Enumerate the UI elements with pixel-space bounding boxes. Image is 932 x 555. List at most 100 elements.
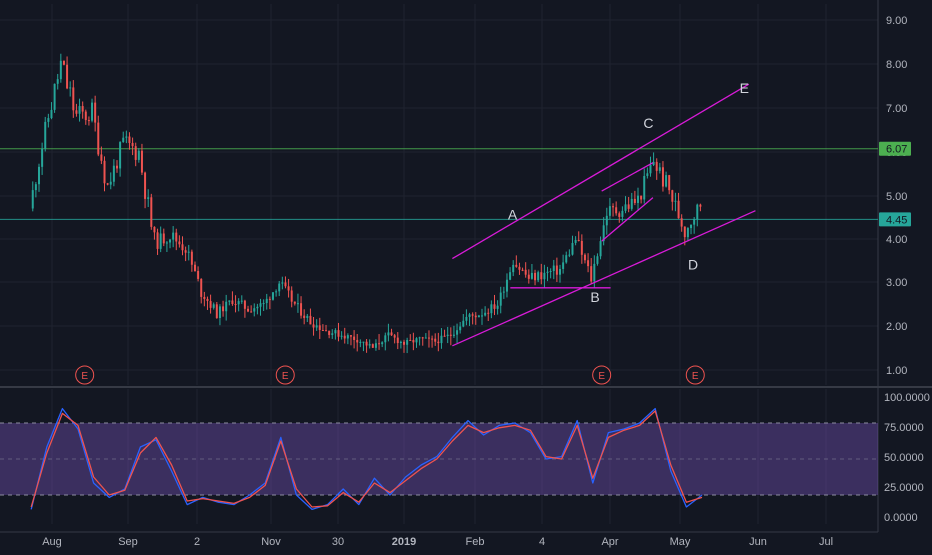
candle-body bbox=[636, 195, 639, 203]
candle-body bbox=[587, 260, 590, 267]
candle-body bbox=[128, 136, 131, 143]
candle-body bbox=[368, 344, 371, 346]
candle-body bbox=[396, 337, 399, 344]
wave-label-c: C bbox=[643, 115, 653, 131]
candle-body bbox=[359, 341, 362, 343]
candle-body bbox=[300, 303, 303, 316]
candle-body bbox=[37, 166, 40, 185]
price-tick-label: 9.00 bbox=[886, 15, 907, 27]
candle-body bbox=[203, 296, 206, 299]
earnings-marker bbox=[685, 365, 705, 385]
candle-body bbox=[278, 283, 281, 292]
candle-body bbox=[440, 335, 443, 344]
candle-body bbox=[661, 167, 664, 187]
candle-body bbox=[343, 335, 346, 339]
candle-body bbox=[652, 161, 655, 165]
candle-body bbox=[378, 343, 381, 345]
candle-body bbox=[421, 337, 424, 339]
candle-body bbox=[403, 341, 406, 345]
candle-body bbox=[256, 306, 259, 309]
earnings-marker-label: E bbox=[692, 371, 699, 382]
candle-body bbox=[583, 254, 586, 261]
candle-body bbox=[290, 290, 293, 302]
earnings-marker bbox=[275, 365, 295, 385]
candle-body bbox=[103, 160, 106, 184]
oscillator-tick-label: 0.0000 bbox=[884, 512, 918, 524]
candle-body bbox=[593, 263, 596, 282]
candle-body bbox=[197, 271, 200, 279]
candle-body bbox=[144, 172, 147, 199]
candle-body bbox=[596, 256, 599, 264]
candle-body bbox=[618, 213, 621, 217]
price-tick-label: 7.00 bbox=[886, 103, 907, 115]
candle-body bbox=[459, 326, 462, 331]
candle-body bbox=[615, 207, 618, 214]
candle-body bbox=[159, 233, 162, 249]
candle-body bbox=[477, 315, 480, 318]
earnings-marker-label: E bbox=[81, 371, 88, 382]
candle-body bbox=[315, 325, 318, 328]
candle-body bbox=[415, 338, 418, 343]
price-tick-label: 1.00 bbox=[886, 365, 907, 377]
candle-body bbox=[153, 226, 156, 233]
price-level-tag-label: 4.45 bbox=[886, 214, 907, 226]
candle-body bbox=[590, 266, 593, 282]
candle-body bbox=[243, 300, 246, 309]
candle-body bbox=[424, 337, 427, 339]
candle-body bbox=[31, 190, 34, 209]
candle-body bbox=[668, 175, 671, 191]
candle-body bbox=[365, 341, 368, 346]
candle-body bbox=[487, 312, 490, 314]
oscillator-line-red bbox=[30, 410, 703, 508]
candle-body bbox=[81, 106, 84, 112]
candle-body bbox=[259, 303, 262, 307]
time-tick-label: 4 bbox=[539, 536, 545, 548]
candle-body bbox=[69, 87, 72, 89]
candle-body bbox=[87, 120, 90, 122]
candle-body bbox=[200, 278, 203, 297]
candle-body bbox=[630, 198, 633, 209]
candle-body bbox=[524, 269, 527, 275]
wave-label-d: D bbox=[688, 257, 698, 273]
time-tick-label: 2019 bbox=[392, 536, 416, 548]
candle-body bbox=[671, 190, 674, 202]
candle-body bbox=[468, 314, 471, 317]
candle-body bbox=[331, 333, 334, 335]
candle-body bbox=[165, 242, 168, 244]
candle-body bbox=[34, 184, 37, 191]
candle-body bbox=[356, 339, 359, 343]
candle-body bbox=[462, 320, 465, 327]
price-level-tag-label: 6.07 bbox=[886, 144, 907, 156]
price-tick-label: 5.00 bbox=[886, 191, 907, 203]
candle-body bbox=[555, 265, 558, 275]
candle-body bbox=[281, 282, 284, 284]
candle-body bbox=[178, 241, 181, 245]
candle-body bbox=[362, 341, 365, 343]
trendline bbox=[452, 210, 756, 347]
time-tick-label: Aug bbox=[42, 536, 62, 548]
candle-body bbox=[84, 111, 87, 121]
candle-body bbox=[206, 298, 209, 302]
candle-body bbox=[72, 87, 75, 111]
candle-body bbox=[427, 337, 430, 339]
candle-body bbox=[47, 118, 50, 122]
candle-body bbox=[621, 210, 624, 217]
earnings-marker bbox=[75, 365, 95, 385]
candle-body bbox=[474, 315, 477, 318]
candle-body bbox=[658, 167, 661, 171]
candle-body bbox=[552, 265, 555, 272]
oscillator-line-blue bbox=[30, 407, 703, 511]
candle-body bbox=[181, 244, 184, 251]
candle-body bbox=[412, 340, 415, 343]
candle-body bbox=[53, 83, 56, 110]
candle-body bbox=[665, 175, 668, 187]
candle-body bbox=[169, 239, 172, 243]
candle-body bbox=[384, 335, 387, 343]
candle-body bbox=[624, 204, 627, 211]
trendline bbox=[452, 83, 750, 260]
candle-body bbox=[122, 137, 125, 143]
earnings-marker bbox=[592, 365, 612, 385]
candle-body bbox=[62, 60, 65, 65]
candle-body bbox=[608, 206, 611, 216]
candle-body bbox=[677, 200, 680, 219]
